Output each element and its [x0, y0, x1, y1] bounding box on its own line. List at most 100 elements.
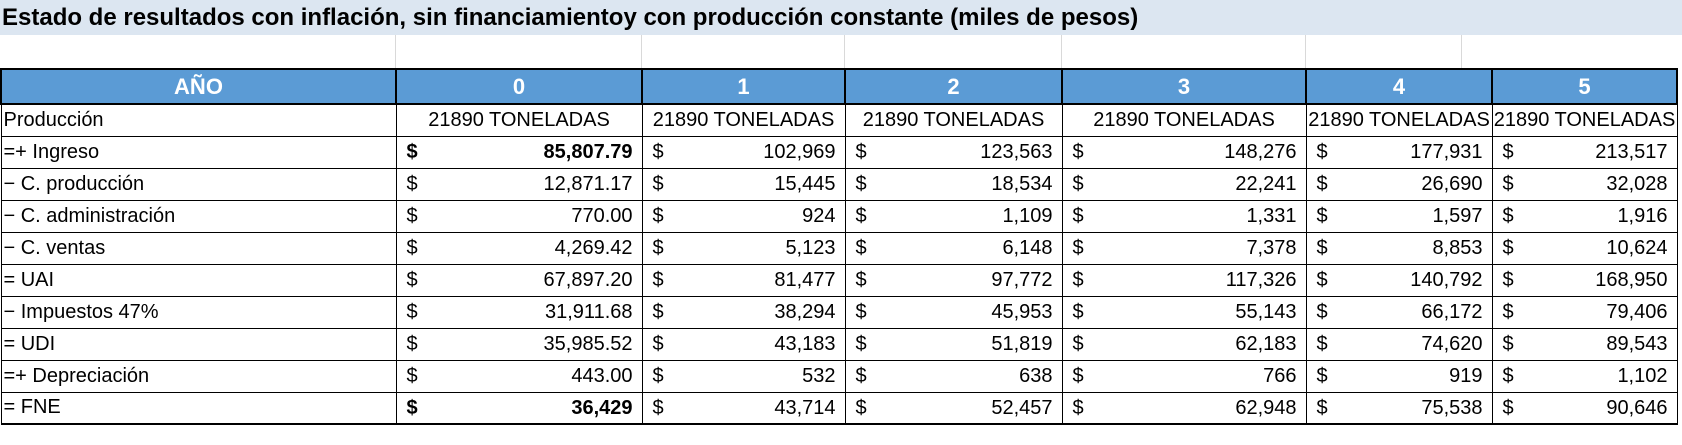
value-cell[interactable]: $52,457 — [844, 391, 1063, 425]
value-cell[interactable]: $45,953 — [844, 295, 1063, 329]
value-cell[interactable]: $38,294 — [641, 295, 846, 329]
currency-symbol: $ — [1072, 300, 1084, 323]
amount: 4,269.42 — [554, 236, 633, 259]
currency-symbol: $ — [406, 332, 418, 355]
currency-symbol: $ — [652, 172, 664, 195]
currency-symbol: $ — [1502, 396, 1514, 419]
value-cell[interactable]: $919 — [1305, 359, 1493, 393]
value-cell[interactable]: $43,183 — [641, 327, 846, 361]
amount: 12,871.17 — [543, 172, 633, 195]
row-label[interactable]: − C. producción — [0, 167, 397, 201]
value-cell[interactable]: $62,948 — [1061, 391, 1307, 425]
row-label[interactable]: = UDI — [0, 327, 397, 361]
amount: 32,028 — [1606, 172, 1668, 195]
value-cell[interactable]: $1,597 — [1305, 199, 1493, 233]
value-cell[interactable]: $79,406 — [1491, 295, 1678, 329]
sheet-title[interactable]: Estado de resultados con inflación, sin … — [0, 0, 1682, 35]
value-cell[interactable]: $75,538 — [1305, 391, 1493, 425]
header-cell-year-5[interactable]: 5 — [1491, 68, 1678, 105]
header-cell-year-0[interactable]: 0 — [395, 68, 643, 105]
value-cell[interactable]: $35,985.52 — [395, 327, 643, 361]
value-cell[interactable]: $51,819 — [844, 327, 1063, 361]
value-cell[interactable]: $12,871.17 — [395, 167, 643, 201]
value-cell[interactable]: $766 — [1061, 359, 1307, 393]
value-cell[interactable]: $117,326 — [1061, 263, 1307, 297]
header-cell-year-3[interactable]: 3 — [1061, 68, 1307, 105]
header-cell-year[interactable]: AÑO — [0, 68, 397, 105]
value-cell[interactable]: $26,690 — [1305, 167, 1493, 201]
value-cell[interactable]: $10,624 — [1491, 231, 1678, 265]
production-cell[interactable]: 21890 TONELADAS — [844, 103, 1063, 137]
row-label[interactable]: =+ Depreciación — [0, 359, 397, 393]
value-cell[interactable]: $148,276 — [1061, 135, 1307, 169]
value-cell[interactable]: $1,331 — [1061, 199, 1307, 233]
value-cell[interactable]: $5,123 — [641, 231, 846, 265]
value-cell[interactable]: $97,772 — [844, 263, 1063, 297]
value-cell[interactable]: $168,950 — [1491, 263, 1678, 297]
currency-symbol: $ — [1502, 172, 1514, 195]
amount: 74,620 — [1421, 332, 1483, 355]
row-label[interactable]: − C. administración — [0, 199, 397, 233]
header-cell-year-2[interactable]: 2 — [844, 68, 1063, 105]
value-cell[interactable]: $43,714 — [641, 391, 846, 425]
value-cell[interactable]: $85,807.79 — [395, 135, 643, 169]
value-cell[interactable]: $74,620 — [1305, 327, 1493, 361]
value-cell[interactable]: $123,563 — [844, 135, 1063, 169]
value-cell[interactable]: $36,429 — [395, 391, 643, 425]
row-label[interactable]: = FNE — [0, 391, 397, 425]
production-cell[interactable]: 21890 TONELADAS — [1491, 103, 1678, 137]
amount: 177,931 — [1410, 140, 1483, 163]
table-row: − C. administración $770.00 $924 $1,109 $1,3… — [0, 199, 1678, 233]
value-cell[interactable]: $32,028 — [1491, 167, 1678, 201]
value-cell[interactable]: $532 — [641, 359, 846, 393]
value-cell[interactable]: $90,646 — [1491, 391, 1678, 425]
value-cell[interactable]: $7,378 — [1061, 231, 1307, 265]
production-cell[interactable]: 21890 TONELADAS — [395, 103, 643, 137]
value-cell[interactable]: $31,911.68 — [395, 295, 643, 329]
header-cell-year-4[interactable]: 4 — [1305, 68, 1493, 105]
value-cell[interactable]: $1,916 — [1491, 199, 1678, 233]
value-cell[interactable]: $15,445 — [641, 167, 846, 201]
value-cell[interactable]: $140,792 — [1305, 263, 1493, 297]
production-cell[interactable]: 21890 TONELADAS — [1061, 103, 1307, 137]
value-cell[interactable]: $1,102 — [1491, 359, 1678, 393]
value-cell[interactable]: $67,897.20 — [395, 263, 643, 297]
row-label[interactable]: Producción — [0, 103, 397, 137]
currency-symbol: $ — [1072, 140, 1084, 163]
value-cell[interactable]: $6,148 — [844, 231, 1063, 265]
value-cell[interactable]: $66,172 — [1305, 295, 1493, 329]
production-cell[interactable]: 21890 TONELADAS — [641, 103, 846, 137]
value-cell[interactable]: $638 — [844, 359, 1063, 393]
row-label[interactable]: − Impuestos 47% — [0, 295, 397, 329]
blank-row[interactable] — [0, 35, 1682, 68]
amount: 18,534 — [991, 172, 1053, 195]
production-cell[interactable]: 21890 TONELADAS — [1305, 103, 1493, 137]
currency-symbol: $ — [855, 204, 867, 227]
currency-symbol: $ — [1316, 172, 1328, 195]
row-label[interactable]: =+ Ingreso — [0, 135, 397, 169]
value-cell[interactable]: $8,853 — [1305, 231, 1493, 265]
value-cell[interactable]: $924 — [641, 199, 846, 233]
value-cell[interactable]: $4,269.42 — [395, 231, 643, 265]
value-cell[interactable]: $81,477 — [641, 263, 846, 297]
currency-symbol: $ — [406, 204, 418, 227]
value-cell[interactable]: $89,543 — [1491, 327, 1678, 361]
currency-symbol: $ — [1316, 204, 1328, 227]
currency-symbol: $ — [1502, 236, 1514, 259]
amount: 75,538 — [1421, 396, 1483, 419]
value-cell[interactable]: $18,534 — [844, 167, 1063, 201]
value-cell[interactable]: $1,109 — [844, 199, 1063, 233]
value-cell[interactable]: $22,241 — [1061, 167, 1307, 201]
value-cell[interactable]: $770.00 — [395, 199, 643, 233]
row-label[interactable]: = UAI — [0, 263, 397, 297]
row-label[interactable]: − C. ventas — [0, 231, 397, 265]
value-cell[interactable]: $55,143 — [1061, 295, 1307, 329]
value-cell[interactable]: $62,183 — [1061, 327, 1307, 361]
header-cell-year-1[interactable]: 1 — [641, 68, 846, 105]
value-cell[interactable]: $213,517 — [1491, 135, 1678, 169]
value-cell[interactable]: $443.00 — [395, 359, 643, 393]
value-cell[interactable]: $177,931 — [1305, 135, 1493, 169]
currency-symbol: $ — [406, 172, 418, 195]
amount: 89,543 — [1606, 332, 1668, 355]
value-cell[interactable]: $102,969 — [641, 135, 846, 169]
